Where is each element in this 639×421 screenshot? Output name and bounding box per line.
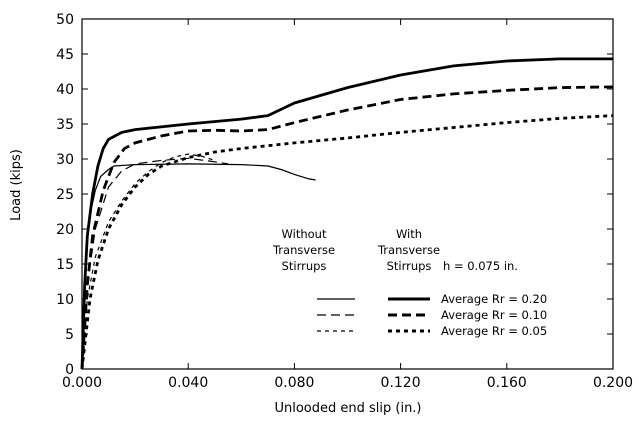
y-tick-label: 0	[65, 362, 74, 378]
legend-entry-rr-010: Average Rr = 0.10	[441, 308, 547, 322]
legend-param: h = 0.075 in.	[443, 259, 518, 273]
x-tick-label: 0.120	[381, 375, 421, 391]
y-tick-label: 45	[56, 47, 74, 63]
y-tick-label: 25	[56, 187, 74, 203]
x-tick-label: 0.080	[274, 375, 314, 391]
x-tick-label: 0.000	[62, 375, 102, 391]
y-tick-label: 30	[56, 152, 74, 168]
legend-col1-header-line2: Transverse	[272, 243, 335, 257]
y-tick-label: 40	[56, 82, 74, 98]
legend-col1-header-line3: Stirrups	[282, 259, 327, 273]
y-tick-label: 35	[56, 117, 74, 133]
y-tick-label: 10	[56, 292, 74, 308]
x-tick-label: 0.200	[593, 375, 633, 391]
series-line-with-solid	[80, 57, 613, 370]
y-axis: 0 5 10 15 20 25 30 35 40 45 50	[56, 12, 613, 378]
y-tick-label: 50	[56, 12, 74, 28]
legend-entry-rr-020: Average Rr = 0.20	[441, 292, 547, 306]
legend-col2-header-line2: Transverse	[377, 243, 440, 257]
legend-col2-header-line3: Stirrups	[387, 259, 432, 273]
series-line-without-dash	[81, 157, 229, 370]
legend-col2-header-line1: With	[396, 227, 422, 241]
x-axis: 0.000 0.040 0.080 0.120 0.160 0.200	[62, 19, 633, 391]
x-tick-label: 0.040	[168, 375, 208, 391]
x-axis-title: Unlooded end slip (in.)	[274, 401, 421, 416]
series-line-with-dash	[80, 85, 614, 370]
series-line-without-dot	[81, 153, 215, 370]
y-tick-label: 15	[56, 257, 74, 273]
y-tick-label: 5	[65, 327, 74, 343]
legend-col1-header-line1: Without	[282, 227, 327, 241]
legend: Without Transverse Stirrups With Transve…	[272, 227, 547, 338]
y-tick-label: 20	[56, 222, 74, 238]
series-line-without-solid	[81, 163, 316, 370]
x-tick-label: 0.160	[487, 375, 527, 391]
legend-entry-rr-005: Average Rr = 0.05	[441, 324, 547, 338]
series-layer	[80, 57, 614, 370]
series-line-with-dot	[80, 114, 614, 370]
y-axis-title: Load (kips)	[9, 149, 24, 221]
